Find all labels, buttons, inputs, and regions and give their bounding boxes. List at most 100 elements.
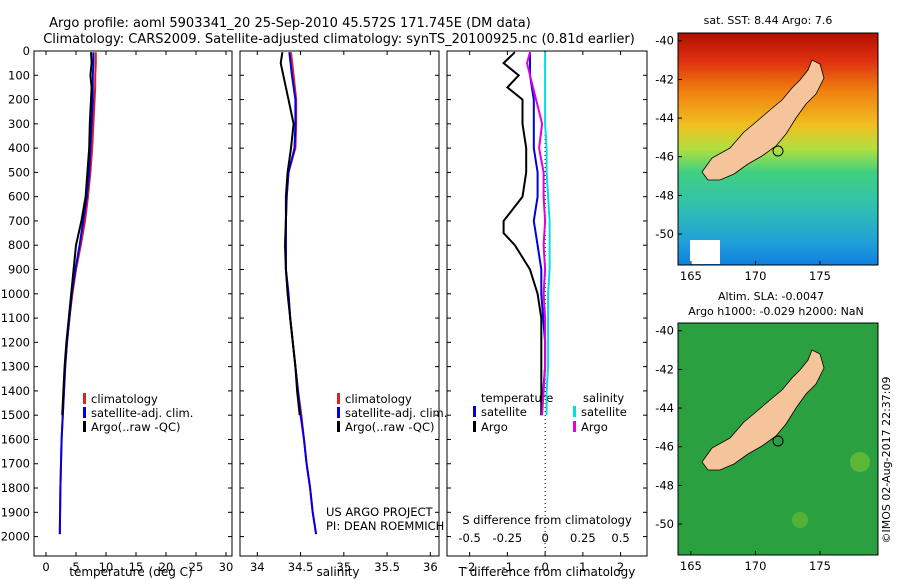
depth-tick-label: 1500: [1, 408, 30, 422]
legend-label-climatology: climatology: [91, 392, 158, 406]
depth-tick-label: 1900: [1, 505, 30, 519]
depth-tick-label: 700: [8, 214, 30, 228]
map-lat-label: -50: [655, 517, 674, 531]
legend-swatch-s-satellite: [573, 406, 576, 417]
x-tick-label: 0: [541, 560, 548, 574]
argo-float-marker: [772, 435, 784, 447]
legend-label-satellite: satellite-adj. clim.: [91, 406, 193, 420]
legend-title-temperature: temperature: [481, 391, 553, 405]
difference-legend: temperature salinity satellite Argo sate…: [473, 391, 627, 434]
x-tick-label: 15: [129, 560, 144, 574]
sst-map: sat. SST: 8.44 Argo: 7.6: [677, 14, 879, 266]
legend-label-t-argo: Argo: [481, 420, 508, 434]
map-lon-label: 175: [809, 559, 831, 573]
map-lat-label: -42: [655, 362, 674, 376]
legend-swatch-argo: [83, 421, 86, 432]
series-line-s-satellite: [544, 52, 551, 416]
map-lat-label: -50: [655, 227, 674, 241]
depth-tick-label: 100: [8, 68, 30, 82]
s-difference-label: S difference from climatology: [462, 513, 632, 527]
series-line-t-argo: [502, 51, 543, 416]
salinity-plot-frame: [239, 50, 440, 557]
legend-swatch-climatology: [337, 393, 340, 404]
x-tick-label: 10: [99, 560, 114, 574]
series-line-satellite-adj-clim-: [58, 52, 95, 535]
project-label: US ARGO PROJECT: [326, 505, 434, 519]
s-diff-tick-label: 0: [541, 531, 548, 545]
depth-tick-label: 0: [23, 44, 30, 58]
x-tick-label: 35.5: [374, 560, 400, 574]
legend-label-argo: Argo(..raw -QC): [345, 420, 435, 434]
x-tick-label: 34.5: [288, 560, 314, 574]
difference-plot-frame: [446, 50, 648, 557]
new-zealand-landmass: [701, 349, 825, 471]
x-tick-label: 5: [72, 560, 79, 574]
depth-tick-label: 1100: [1, 311, 30, 325]
map-lat-label: -40: [655, 34, 674, 48]
x-tick-label: 1: [579, 560, 586, 574]
legend-swatch-argo: [337, 421, 340, 432]
map-lon-label: 170: [744, 559, 766, 573]
depth-tick-label: 300: [8, 117, 30, 131]
argo-float-marker: [772, 145, 784, 157]
no-data-patch: [690, 240, 720, 264]
depth-tick-label: 800: [8, 238, 30, 252]
map-lat-label: -42: [655, 72, 674, 86]
map-lon-label: 175: [809, 269, 831, 283]
temperature-plot-frame: [33, 50, 233, 557]
legend-swatch-s-argo: [573, 421, 576, 432]
depth-tick-label: 200: [8, 93, 30, 107]
legend-label-t-satellite: satellite: [481, 405, 527, 419]
legend-label-s-satellite: satellite: [581, 405, 627, 419]
sst-map-caption: sat. SST: 8.44 Argo: 7.6: [704, 14, 833, 27]
x-tick-label: 25: [189, 560, 204, 574]
x-tick-label: -1: [502, 560, 513, 574]
x-tick-label: 30: [219, 560, 234, 574]
temperature-legend: climatology satellite-adj. clim. Argo(..…: [83, 392, 193, 434]
x-tick-label: 20: [159, 560, 174, 574]
series-line-s-argo: [525, 51, 547, 416]
depth-tick-label: 400: [8, 141, 30, 155]
map-lat-label: -44: [655, 111, 674, 125]
temperature-panel: temperature (deg C) climatology satellit…: [33, 50, 233, 579]
s-diff-tick-label: 0.5: [611, 531, 629, 545]
chart-marks: 0100200300400500600700800900100011001200…: [1, 34, 831, 574]
x-tick-label: 2: [617, 560, 624, 574]
legend-label-climatology: climatology: [345, 392, 412, 406]
legend-label-s-argo: Argo: [581, 420, 608, 434]
x-tick-label: 0: [42, 560, 49, 574]
x-tick-label: -2: [464, 560, 475, 574]
series-line-argo-raw-qc-: [61, 52, 93, 416]
x-tick-label: 35: [337, 560, 352, 574]
map-lat-label: -44: [655, 401, 674, 415]
sla-map-frame: [677, 322, 879, 556]
x-tick-label: 34: [250, 560, 265, 574]
map-lat-label: -46: [655, 440, 674, 454]
series-line-argo-raw-qc-: [279, 52, 301, 416]
depth-tick-label: 1000: [1, 287, 30, 301]
sst-map-frame: [677, 32, 879, 266]
depth-tick-label: 900: [8, 263, 30, 277]
depth-tick-label: 600: [8, 190, 30, 204]
legend-label-satellite: satellite-adj. clim.: [345, 406, 447, 420]
sla-anomaly-patch: [792, 512, 808, 528]
depth-tick-label: 1400: [1, 384, 30, 398]
sla-map: Altim. SLA: -0.0047 Argo h1000: -0.029 h…: [677, 290, 879, 556]
sla-field: [678, 323, 878, 555]
map-lat-label: -48: [655, 478, 674, 492]
salinity-panel: salinity climatology satellite-adj. clim…: [239, 50, 447, 579]
salinity-legend: climatology satellite-adj. clim. Argo(..…: [337, 392, 447, 434]
depth-tick-label: 1600: [1, 432, 30, 446]
legend-label-argo: Argo(..raw -QC): [91, 420, 181, 434]
legend-swatch-climatology: [83, 393, 86, 404]
legend-swatch-t-satellite: [473, 406, 476, 417]
difference-panel: T difference from climatology S differen…: [446, 50, 648, 579]
map-lat-label: -46: [655, 150, 674, 164]
legend-swatch-t-argo: [473, 421, 476, 432]
pi-label: PI: DEAN ROEMMICH: [326, 519, 444, 533]
temperature-xlabel: temperature (deg C): [69, 565, 192, 579]
depth-tick-label: 1200: [1, 335, 30, 349]
sst-field: [678, 33, 878, 265]
map-lon-label: 165: [680, 269, 702, 283]
depth-tick-label: 1300: [1, 360, 30, 374]
